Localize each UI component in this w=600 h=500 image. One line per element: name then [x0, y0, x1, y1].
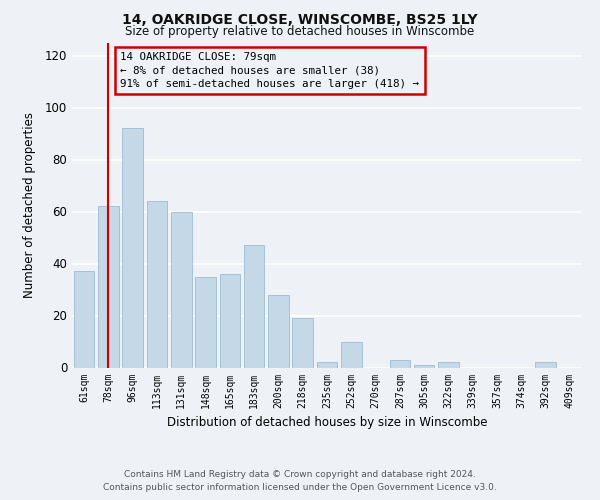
Text: 14 OAKRIDGE CLOSE: 79sqm
← 8% of detached houses are smaller (38)
91% of semi-de: 14 OAKRIDGE CLOSE: 79sqm ← 8% of detache…	[121, 52, 419, 88]
Bar	[122, 128, 143, 368]
Bar	[74, 272, 94, 368]
Bar	[292, 318, 313, 368]
Bar	[244, 246, 265, 368]
Bar	[535, 362, 556, 368]
Bar	[317, 362, 337, 368]
Bar	[414, 365, 434, 368]
Bar	[220, 274, 240, 368]
Bar	[98, 206, 119, 368]
Bar	[195, 276, 216, 368]
Text: 14, OAKRIDGE CLOSE, WINSCOMBE, BS25 1LY: 14, OAKRIDGE CLOSE, WINSCOMBE, BS25 1LY	[122, 12, 478, 26]
Text: Contains HM Land Registry data © Crown copyright and database right 2024.
Contai: Contains HM Land Registry data © Crown c…	[103, 470, 497, 492]
Bar	[268, 294, 289, 368]
Bar	[146, 201, 167, 368]
X-axis label: Distribution of detached houses by size in Winscombe: Distribution of detached houses by size …	[167, 416, 487, 429]
Bar	[171, 212, 191, 368]
Bar	[438, 362, 459, 368]
Bar	[341, 342, 362, 367]
Y-axis label: Number of detached properties: Number of detached properties	[23, 112, 37, 298]
Text: Size of property relative to detached houses in Winscombe: Size of property relative to detached ho…	[125, 25, 475, 38]
Bar	[389, 360, 410, 368]
